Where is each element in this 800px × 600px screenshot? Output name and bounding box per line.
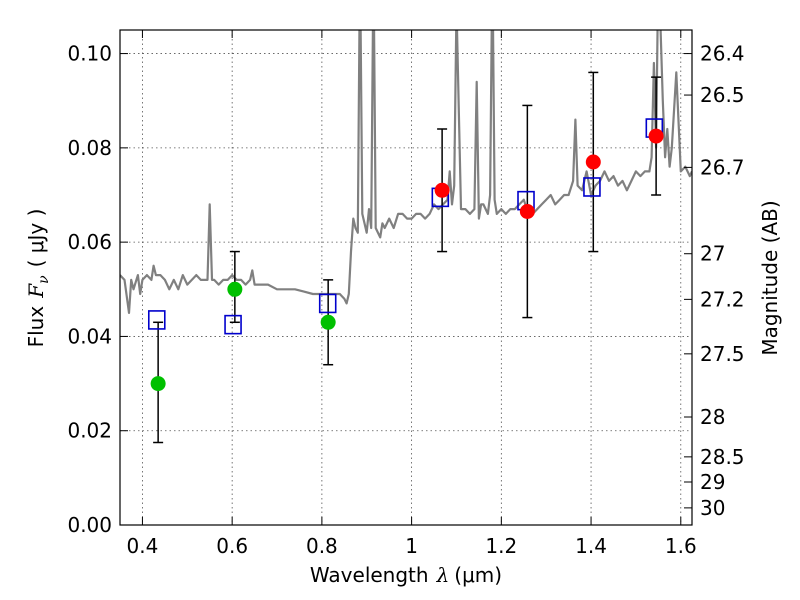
x-tick-label: 1.2 xyxy=(485,534,517,558)
observed-point xyxy=(150,376,166,392)
x-tick-label: 0.6 xyxy=(216,534,248,558)
observed-point xyxy=(585,154,601,170)
plot-frame xyxy=(119,29,693,526)
y-tick-label: 0.08 xyxy=(67,136,112,160)
model-photometry-square xyxy=(147,310,166,330)
model-photometry-square xyxy=(583,177,601,197)
observed-point xyxy=(648,128,664,144)
right-tick-label: 28 xyxy=(700,405,725,429)
x-tick-label: 0.4 xyxy=(127,534,159,558)
y-tick-label: 0.06 xyxy=(67,230,112,254)
right-tick-label: 28.5 xyxy=(700,445,745,469)
right-tick-label: 27.2 xyxy=(700,287,745,311)
observed-point xyxy=(434,182,450,198)
x-tick-label: 1 xyxy=(405,534,418,558)
y-tick-label: 0.10 xyxy=(67,42,112,66)
right-tick-label: 30 xyxy=(700,496,725,520)
model-spectrum-layer xyxy=(120,30,692,314)
plot-area xyxy=(120,30,692,525)
x-axis-label: Wavelength λ (μm) xyxy=(310,563,502,587)
observed-point xyxy=(227,281,243,297)
right-tick-label: 27.5 xyxy=(700,342,745,366)
model-spectrum-line xyxy=(120,30,692,314)
y-tick-label: 0.02 xyxy=(67,419,112,443)
x-tick-label: 0.8 xyxy=(306,534,338,558)
right-tick-label: 26.4 xyxy=(700,42,745,66)
x-tick-label: 1.6 xyxy=(665,534,697,558)
ticks: 0.4 0.6 0.8 1 1.2 1.4 1.6 0.00 0.02 0.04 0.06 0.08 0… xyxy=(67,30,745,558)
right-tick-label: 26.7 xyxy=(700,155,745,179)
x-tick-label: 1.4 xyxy=(575,534,607,558)
observed-points-layer xyxy=(150,128,664,392)
right-tick-label: 27 xyxy=(700,242,725,266)
observed-point xyxy=(320,314,336,330)
model-photometry-square xyxy=(224,314,242,335)
model-photometry-square xyxy=(318,293,337,314)
y-tick-label: 0.04 xyxy=(67,324,112,348)
y-tick-label: 0.00 xyxy=(67,513,112,537)
y-axis-right-label: Magnitude (AB) xyxy=(758,200,782,355)
right-tick-label: 26.5 xyxy=(700,83,745,107)
y-axis-label: FluxFν( μJy ) xyxy=(24,209,52,348)
right-tick-label: 29 xyxy=(700,470,725,494)
observed-point xyxy=(519,204,535,219)
